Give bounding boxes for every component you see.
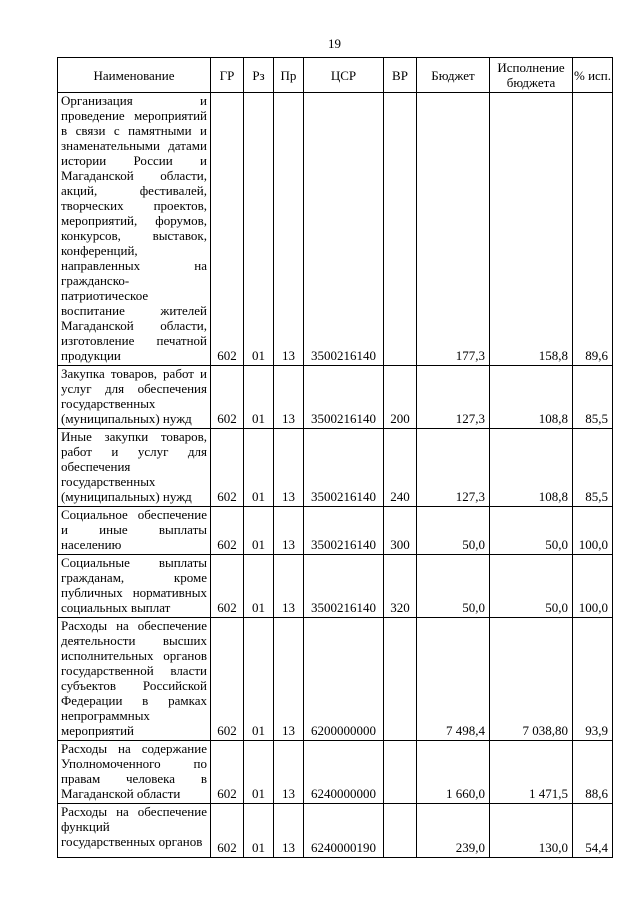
cell-vr (383, 740, 417, 804)
table-row: Социальное обеспечение и иные выплаты на… (57, 506, 613, 555)
cell-budget: 50,0 (416, 554, 490, 618)
cell-executed: 1 471,5 (489, 740, 573, 804)
cell-vr: 300 (383, 506, 417, 555)
cell-pct: 100,0 (572, 506, 613, 555)
cell-pct: 85,5 (572, 428, 613, 507)
cell-vr: 320 (383, 554, 417, 618)
cell-rz: 01 (243, 428, 274, 507)
cell-pr: 13 (273, 617, 304, 741)
cell-pr: 13 (273, 803, 304, 858)
header-csr: ЦСР (303, 57, 384, 93)
cell-executed: 108,8 (489, 365, 573, 429)
header-pct: % исп. (572, 57, 613, 93)
cell-csr: 3500216140 (303, 554, 384, 618)
cell-csr: 6200000000 (303, 617, 384, 741)
cell-name: Расходы на обеспечение деятельности высш… (57, 617, 211, 741)
cell-rz: 01 (243, 92, 274, 366)
cell-name: Закупка товаров, работ и услуг для обесп… (57, 365, 211, 429)
cell-budget: 127,3 (416, 428, 490, 507)
cell-pr: 13 (273, 740, 304, 804)
cell-rz: 01 (243, 506, 274, 555)
cell-executed: 130,0 (489, 803, 573, 858)
cell-vr: 240 (383, 428, 417, 507)
cell-name: Социальное обеспечение и иные выплаты на… (57, 506, 211, 555)
table-row: Закупка товаров, работ и услуг для обесп… (57, 365, 613, 429)
cell-executed: 7 038,80 (489, 617, 573, 741)
cell-pct: 54,4 (572, 803, 613, 858)
cell-pct: 93,9 (572, 617, 613, 741)
cell-pr: 13 (273, 554, 304, 618)
table-header-row: Наименование ГР Рз Пр ЦСР ВР Бюджет Испо… (57, 57, 613, 93)
cell-budget: 177,3 (416, 92, 490, 366)
header-gr: ГР (210, 57, 244, 93)
cell-pct: 85,5 (572, 365, 613, 429)
table-row: Расходы на обеспечение деятельности высш… (57, 617, 613, 741)
cell-name: Социальные выплаты гражданам, кроме публ… (57, 554, 211, 618)
cell-budget: 239,0 (416, 803, 490, 858)
cell-csr: 6240000000 (303, 740, 384, 804)
cell-rz: 01 (243, 554, 274, 618)
cell-name: Иные закупки товаров, работ и услуг для … (57, 428, 211, 507)
page-number: 19 (328, 36, 341, 51)
cell-vr (383, 617, 417, 741)
header-pr: Пр (273, 57, 304, 93)
cell-executed: 108,8 (489, 428, 573, 507)
cell-pr: 13 (273, 506, 304, 555)
cell-csr: 6240000190 (303, 803, 384, 858)
header-rz: Рз (243, 57, 274, 93)
cell-pr: 13 (273, 365, 304, 429)
table-row: Иные закупки товаров, работ и услуг для … (57, 428, 613, 507)
cell-csr: 3500216140 (303, 506, 384, 555)
cell-budget: 50,0 (416, 506, 490, 555)
cell-pr: 13 (273, 428, 304, 507)
header-executed: Исполнение бюджета (489, 57, 573, 93)
cell-rz: 01 (243, 617, 274, 741)
cell-gr: 602 (210, 365, 244, 429)
cell-name: Организация и проведение мероприятий в с… (57, 92, 211, 366)
cell-vr (383, 92, 417, 366)
cell-csr: 3500216140 (303, 92, 384, 366)
table-row: Организация и проведение мероприятий в с… (57, 92, 613, 366)
cell-csr: 3500216140 (303, 428, 384, 507)
cell-gr: 602 (210, 554, 244, 618)
cell-executed: 158,8 (489, 92, 573, 366)
cell-vr (383, 803, 417, 858)
cell-executed: 50,0 (489, 554, 573, 618)
cell-csr: 3500216140 (303, 365, 384, 429)
cell-rz: 01 (243, 365, 274, 429)
cell-executed: 50,0 (489, 506, 573, 555)
header-vr: ВР (383, 57, 417, 93)
table-body: Организация и проведение мероприятий в с… (57, 92, 613, 858)
cell-pct: 89,6 (572, 92, 613, 366)
cell-budget: 127,3 (416, 365, 490, 429)
cell-pct: 88,6 (572, 740, 613, 804)
header-budget: Бюджет (416, 57, 490, 93)
cell-gr: 602 (210, 803, 244, 858)
cell-vr: 200 (383, 365, 417, 429)
cell-gr: 602 (210, 617, 244, 741)
cell-name: Расходы на содержание Уполномоченного по… (57, 740, 211, 804)
cell-budget: 1 660,0 (416, 740, 490, 804)
cell-gr: 602 (210, 740, 244, 804)
table-row: Расходы на обеспечение функций государст… (57, 803, 613, 858)
cell-name: Расходы на обеспечение функций государст… (57, 803, 211, 858)
cell-budget: 7 498,4 (416, 617, 490, 741)
cell-rz: 01 (243, 740, 274, 804)
cell-gr: 602 (210, 92, 244, 366)
cell-rz: 01 (243, 803, 274, 858)
table-row: Расходы на содержание Уполномоченного по… (57, 740, 613, 804)
cell-pct: 100,0 (572, 554, 613, 618)
cell-gr: 602 (210, 506, 244, 555)
budget-table: Наименование ГР Рз Пр ЦСР ВР Бюджет Испо… (57, 57, 613, 858)
table-row: Социальные выплаты гражданам, кроме публ… (57, 554, 613, 618)
header-name: Наименование (57, 57, 211, 93)
cell-gr: 602 (210, 428, 244, 507)
cell-pr: 13 (273, 92, 304, 366)
